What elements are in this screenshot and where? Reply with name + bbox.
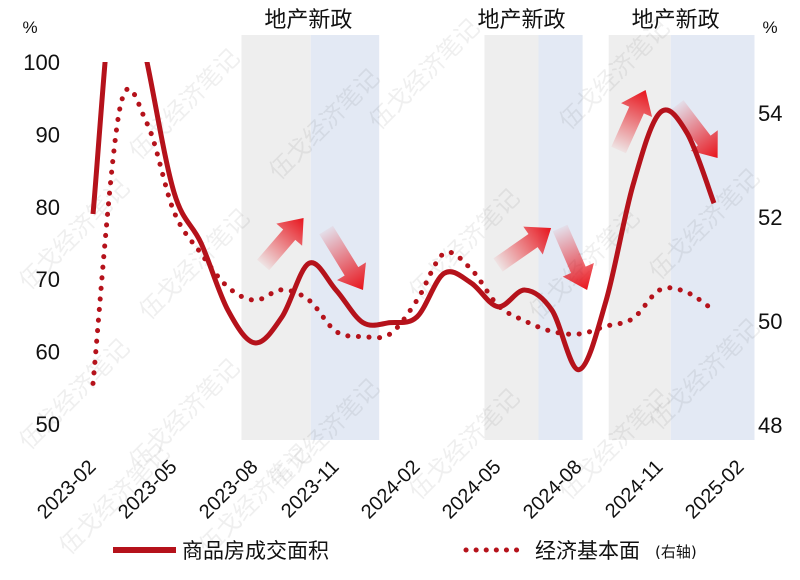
x-tick-label: 2025-02 <box>681 456 748 523</box>
arrow-up <box>257 218 304 271</box>
left-tick-label: 90 <box>36 122 60 147</box>
left-axis-unit: % <box>22 18 37 37</box>
watermark: 伍戈经济笔记 <box>364 14 486 136</box>
arrow-down <box>552 224 594 291</box>
watermark: 伍戈经济笔记 <box>14 334 136 456</box>
right-tick-label: 50 <box>758 309 782 334</box>
right-axis-unit: % <box>762 18 777 37</box>
watermark: 伍戈经济笔记 <box>124 44 246 166</box>
left-tick-label: 80 <box>36 195 60 220</box>
arrow-up <box>493 226 552 272</box>
left-tick-label: 50 <box>36 412 60 437</box>
right-tick-label: 54 <box>758 101 782 126</box>
arrow-down <box>670 100 718 159</box>
left-tick-label: 70 <box>36 267 60 292</box>
legend: 商品房成交面积 经济基本面 (右轴) <box>113 539 697 563</box>
arrow-up <box>611 90 653 154</box>
period-label: 地产新政 <box>632 8 720 33</box>
arrow-down <box>319 225 366 291</box>
period-label: 地产新政 <box>478 8 566 33</box>
series-lines <box>90 62 717 386</box>
right-tick-label: 48 <box>758 413 782 438</box>
series-line-area <box>90 62 717 373</box>
period-label: 地产新政 <box>264 8 352 33</box>
arrows <box>257 90 718 291</box>
legend-label-area: 商品房成交面积 <box>182 539 329 563</box>
left-axis: % 50 60 70 80 90 100 <box>22 18 60 437</box>
period-labels: 地产新政 地产新政 地产新政 <box>264 8 719 33</box>
legend-label-fundamentals: 经济基本面 <box>535 539 640 563</box>
right-tick-label: 52 <box>758 205 782 230</box>
left-tick-label: 60 <box>36 340 60 365</box>
right-axis: % 48 50 52 54 <box>758 18 782 438</box>
legend-label-right-axis-note: (右轴) <box>655 543 697 561</box>
series-line-fundamentals <box>90 86 717 386</box>
watermark: 伍戈经济笔记 <box>14 174 136 296</box>
left-tick-label: 100 <box>23 50 60 75</box>
watermark: 伍戈经济笔记 <box>134 204 256 326</box>
